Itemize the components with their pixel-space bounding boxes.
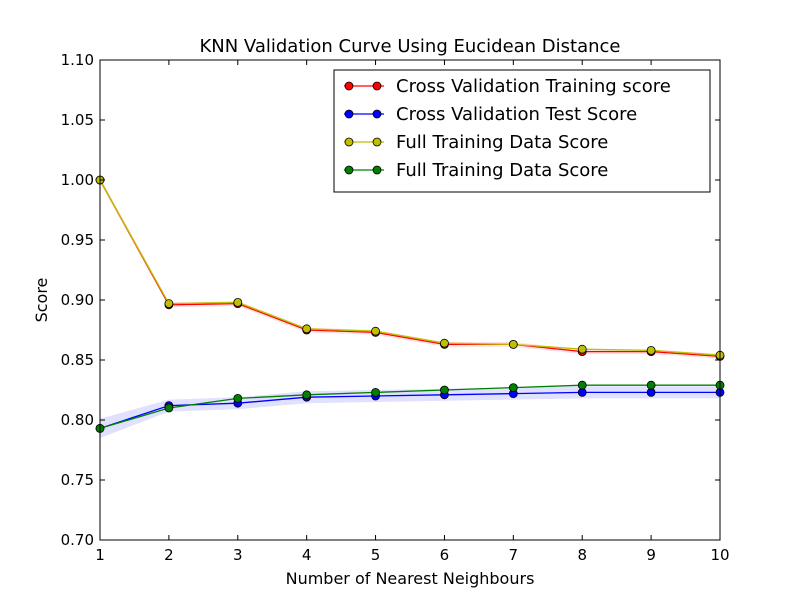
data-point bbox=[371, 387, 380, 397]
legend-marker bbox=[344, 165, 354, 175]
data-point bbox=[164, 403, 174, 413]
chart-title: KNN Validation Curve Using Eucidean Dist… bbox=[199, 36, 620, 57]
series-markers bbox=[95, 175, 725, 433]
x-tick-label: 2 bbox=[164, 546, 174, 564]
data-point bbox=[164, 299, 174, 309]
legend-marker bbox=[344, 109, 354, 119]
series-band-1 bbox=[100, 386, 720, 438]
legend-label: Cross Validation Training score bbox=[396, 76, 671, 97]
x-tick-label: 6 bbox=[440, 546, 450, 564]
legend-marker bbox=[344, 81, 354, 91]
data-point bbox=[233, 393, 243, 403]
data-point bbox=[577, 344, 587, 354]
data-point bbox=[508, 339, 518, 349]
legend-item: Full Training Data Score bbox=[344, 132, 608, 153]
series-line-1 bbox=[99, 391, 720, 430]
data-point bbox=[302, 390, 312, 400]
y-tick-label: 0.75 bbox=[61, 471, 94, 489]
legend-item: Full Training Data Score bbox=[344, 160, 608, 181]
y-tick-label: 0.80 bbox=[61, 411, 94, 429]
legend-item: Cross Validation Training score bbox=[344, 76, 671, 97]
y-tick-label: 0.85 bbox=[61, 351, 94, 369]
error-bands bbox=[100, 177, 720, 438]
legend-marker bbox=[372, 165, 382, 175]
data-point bbox=[440, 385, 449, 395]
x-tick-label: 5 bbox=[371, 546, 381, 564]
data-point bbox=[646, 345, 656, 355]
legend-marker bbox=[372, 109, 382, 119]
legend-label: Full Training Data Score bbox=[396, 132, 608, 153]
data-point bbox=[508, 383, 518, 393]
x-tick-label: 1 bbox=[95, 546, 105, 564]
x-tick-label: 7 bbox=[509, 546, 519, 564]
x-axis: 1 2 3 4 5 6 7 8 9 10 bbox=[95, 60, 730, 564]
x-tick-label: 3 bbox=[233, 546, 243, 564]
y-tick-label: 0.95 bbox=[61, 231, 94, 249]
y-tick-label: 0.90 bbox=[61, 291, 94, 309]
legend-item: Cross Validation Test Score bbox=[344, 104, 637, 125]
legend-label: Full Training Data Score bbox=[396, 160, 608, 181]
legend-marker bbox=[344, 137, 354, 147]
data-point bbox=[646, 380, 656, 390]
y-tick-label: 1.10 bbox=[61, 51, 94, 69]
y-axis-label: Score bbox=[32, 278, 51, 323]
legend-marker bbox=[372, 137, 382, 147]
series-line-3 bbox=[99, 384, 720, 430]
legend-label: Cross Validation Test Score bbox=[396, 104, 637, 125]
data-point bbox=[577, 380, 587, 390]
series-lines bbox=[99, 179, 721, 430]
data-point bbox=[371, 326, 380, 336]
legend-box bbox=[333, 69, 711, 193]
data-point bbox=[233, 297, 243, 307]
series-line-0 bbox=[99, 179, 721, 358]
x-tick-label: 4 bbox=[302, 546, 312, 564]
y-tick-label: 1.05 bbox=[61, 111, 94, 129]
x-tick-label: 8 bbox=[577, 546, 587, 564]
x-tick-label: 9 bbox=[646, 546, 656, 564]
data-point bbox=[302, 324, 312, 334]
y-tick-label: 1.00 bbox=[61, 171, 94, 189]
legend: Cross Validation Training score Cross Val… bbox=[333, 69, 711, 193]
x-tick-label: 10 bbox=[710, 546, 729, 564]
data-point bbox=[440, 338, 449, 348]
x-axis-label: Number of Nearest Neighbours bbox=[286, 569, 535, 588]
legend-marker bbox=[372, 81, 382, 91]
y-tick-label: 0.70 bbox=[61, 531, 94, 549]
y-axis: 0.70 0.75 0.80 0.85 0.90 0.95 1.00 1.05 1.10 bbox=[61, 51, 720, 549]
series-line-2 bbox=[99, 179, 721, 356]
series-band-0 bbox=[100, 177, 720, 359]
